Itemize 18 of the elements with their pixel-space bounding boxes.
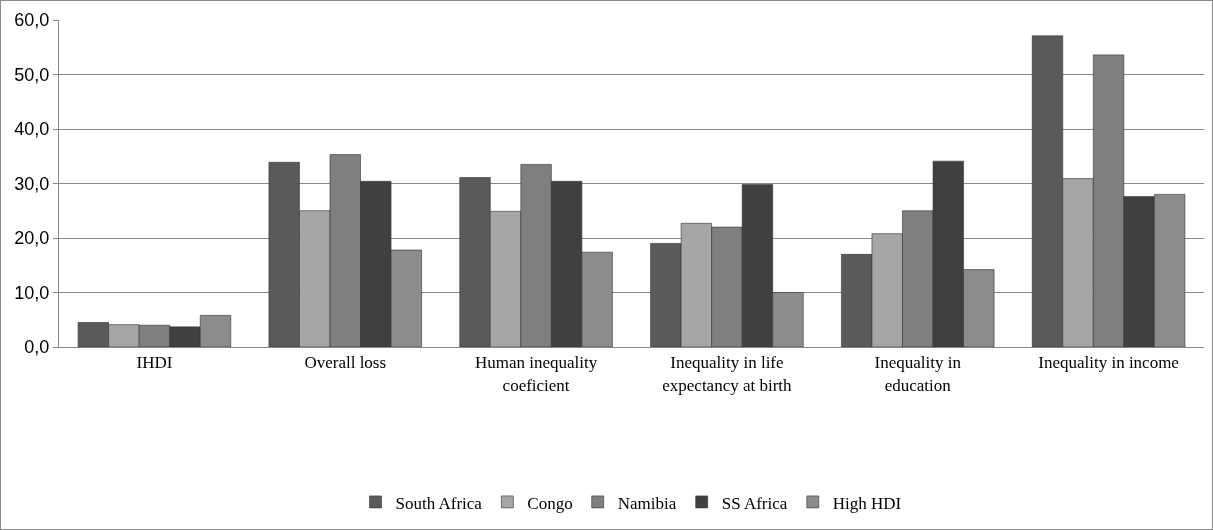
y-tick-label: 20,0 xyxy=(14,228,50,249)
legend-label: SS Africa xyxy=(721,493,788,513)
legend-label: Congo xyxy=(527,493,573,513)
legend-label: High HDI xyxy=(832,493,902,513)
x-tick-label: IHDI xyxy=(136,353,173,373)
y-tick-label: 40,0 xyxy=(14,119,50,140)
x-tick-label: Inequality in education xyxy=(874,353,962,395)
y-tick-label: 10,0 xyxy=(14,282,50,303)
y-tick-label: 0,0 xyxy=(24,337,50,358)
x-tick-label: Inequality in life expectancy at birth xyxy=(662,353,793,395)
legend-label: South Africa xyxy=(395,493,483,513)
x-tick-label: Human inequality coeficient xyxy=(474,353,598,395)
y-tick-label: 60,0 xyxy=(14,10,50,31)
x-tick-label: Overall loss xyxy=(304,353,387,373)
y-tick-label: 50,0 xyxy=(14,64,50,85)
x-tick-label: Inequality in income xyxy=(1038,353,1179,373)
legend-label: Namibia xyxy=(617,493,677,513)
y-tick-label: 30,0 xyxy=(14,173,50,194)
